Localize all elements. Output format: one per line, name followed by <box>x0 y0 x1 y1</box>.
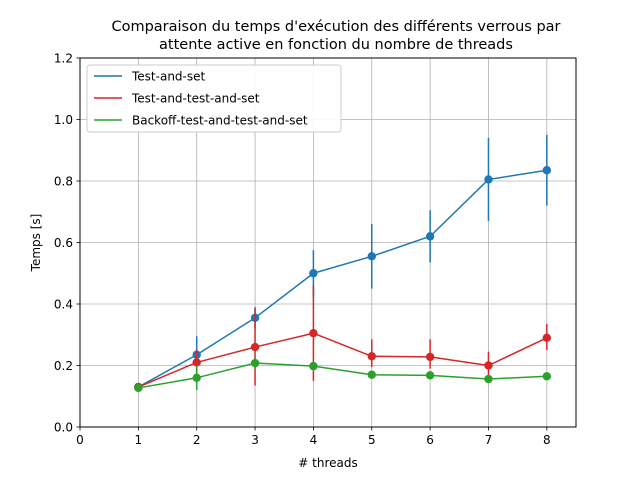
x-tick-label: 8 <box>543 433 551 447</box>
ticks: 0 1 2 3 4 5 6 7 8 0.0 0.2 0.4 0.6 0.8 1.0 1.2 <box>54 51 551 447</box>
chart-title-line: Comparaison du temps d'exécution des dif… <box>111 19 560 35</box>
y-tick-label: 1.0 <box>54 113 73 127</box>
data-point <box>192 358 201 367</box>
y-tick-label: 0.4 <box>54 297 73 311</box>
data-point <box>367 252 376 261</box>
legend-label: Test-and-set <box>131 70 206 84</box>
series-line <box>137 169 547 388</box>
data-point <box>542 333 552 343</box>
x-tick-label: 6 <box>426 433 434 447</box>
data-point <box>309 269 318 278</box>
y-tick-label: 0.8 <box>54 174 73 188</box>
legend-label: Backoff-test-and-test-and-set <box>132 114 308 128</box>
series-line <box>138 332 548 388</box>
series-line <box>138 362 547 389</box>
data-point <box>309 361 318 371</box>
data-point <box>367 370 376 379</box>
y-tick-label: 0.0 <box>54 420 73 434</box>
data-point <box>192 373 201 382</box>
x-tick-label: 3 <box>251 433 259 447</box>
data-point <box>425 232 435 241</box>
data-point <box>250 342 260 352</box>
data-point <box>542 372 552 381</box>
y-tick-label: 0.6 <box>54 236 73 250</box>
y-axis-label: Temps [s] <box>29 214 43 273</box>
x-tick-label: 4 <box>310 433 318 447</box>
chart-title: Comparaison du temps d'exécution des dif… <box>111 19 560 53</box>
data-point <box>309 329 318 338</box>
series-layer <box>134 134 552 393</box>
data-point <box>484 361 493 370</box>
data-point <box>425 371 435 380</box>
x-tick-label: 2 <box>193 433 201 447</box>
data-point <box>367 352 376 361</box>
chart-title-line: attente active en fonction du nombre de … <box>159 37 513 53</box>
data-point <box>484 374 493 384</box>
legend-label: Test-and-test-and-set <box>131 92 260 106</box>
data-point <box>484 175 493 184</box>
x-axis-label: # threads <box>298 456 357 470</box>
x-tick-label: 5 <box>368 433 376 447</box>
legend-box <box>86 64 342 133</box>
x-tick-label: 1 <box>135 433 143 447</box>
data-point <box>425 352 435 362</box>
legend: Test-and-set Test-and-test-and-set Backoff… <box>86 64 342 133</box>
data-point <box>134 383 143 393</box>
x-tick-label: 0 <box>76 433 84 447</box>
y-tick-label: 0.2 <box>54 359 73 373</box>
x-tick-label: 7 <box>485 433 493 447</box>
y-tick-label: 1.2 <box>54 51 73 65</box>
data-point <box>542 166 552 175</box>
series-3 <box>134 357 552 393</box>
data-point <box>250 358 260 368</box>
